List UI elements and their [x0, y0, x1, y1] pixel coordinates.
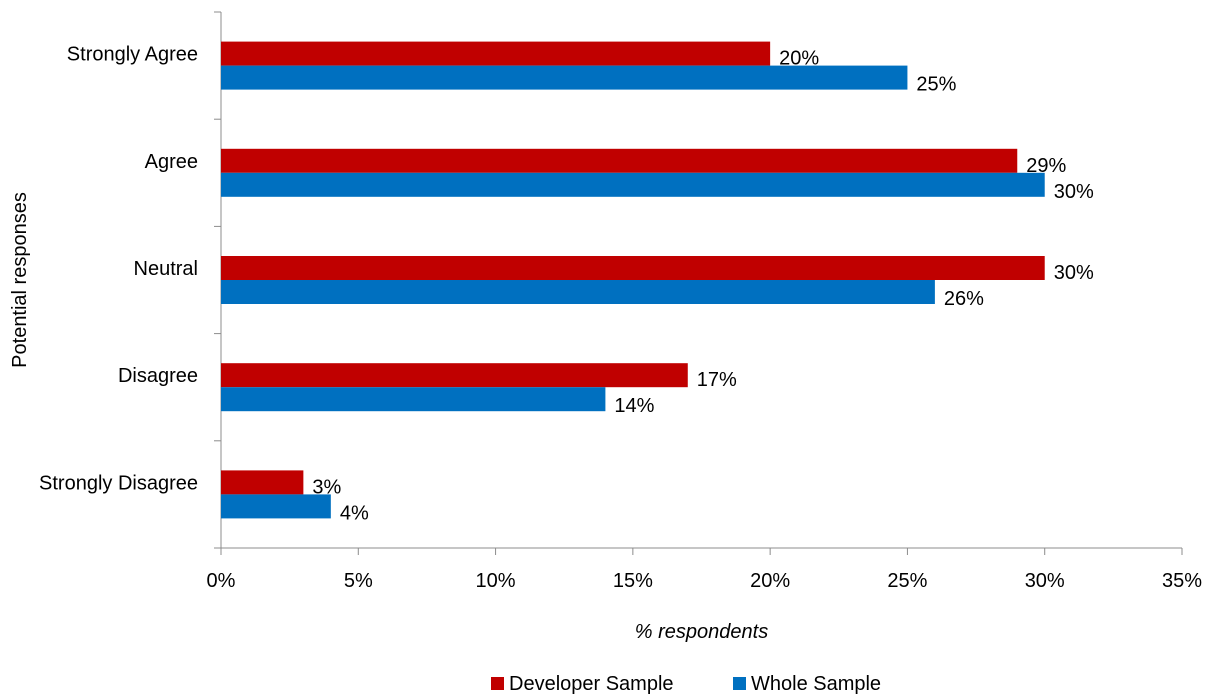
category-label: Agree [145, 151, 198, 173]
bar [221, 172, 1045, 197]
legend-label: Whole Sample [751, 673, 881, 695]
data-labels: 20% 25% 29% 30% 30% 26% 17% 14% 3% 4% [312, 48, 1094, 525]
bar [221, 363, 688, 388]
x-tick-label: 5% [344, 570, 373, 592]
legend-swatch [491, 677, 504, 690]
legend: Developer Sample Whole Sample [491, 673, 881, 695]
category-label: Neutral [134, 258, 198, 280]
bar [221, 148, 1018, 173]
category-label: Strongly Disagree [39, 472, 198, 494]
category-label: Strongly Agree [67, 44, 198, 66]
data-label: 30% [1054, 181, 1094, 203]
bar [221, 387, 606, 412]
data-label: 25% [916, 74, 956, 96]
bar [221, 280, 935, 304]
bar [221, 470, 304, 495]
data-label: 3% [312, 476, 341, 498]
x-tick-label: 25% [887, 570, 927, 592]
category-labels: Strongly Agree Agree Neutral Disagree Strong… [39, 44, 198, 495]
x-tick-label: 15% [613, 570, 653, 592]
bar [221, 65, 908, 90]
x-axis-title: % respondents [635, 621, 768, 643]
data-label: 29% [1026, 155, 1066, 177]
bar [221, 256, 1045, 280]
bar [221, 41, 771, 66]
data-label: 14% [614, 395, 654, 417]
data-label: 20% [779, 48, 819, 70]
category-label: Disagree [118, 365, 198, 387]
x-tick-label: 0% [207, 570, 236, 592]
data-label: 4% [340, 502, 369, 524]
data-label: 30% [1054, 262, 1094, 284]
data-label: 26% [944, 288, 984, 310]
x-axis-ticks: 0% 5% 10% 15% 20% 25% 30% 35% [207, 548, 1202, 592]
y-axis-ticks [214, 11, 221, 549]
legend-label: Developer Sample [509, 673, 674, 695]
x-tick-label: 10% [476, 570, 516, 592]
x-tick-label: 35% [1162, 570, 1202, 592]
bars [221, 41, 1045, 519]
x-tick-label: 20% [750, 570, 790, 592]
legend-swatch [733, 677, 746, 690]
y-axis-title: Potential responses [9, 192, 31, 368]
data-label: 17% [697, 369, 737, 391]
bar [221, 494, 331, 519]
x-tick-label: 30% [1025, 570, 1065, 592]
